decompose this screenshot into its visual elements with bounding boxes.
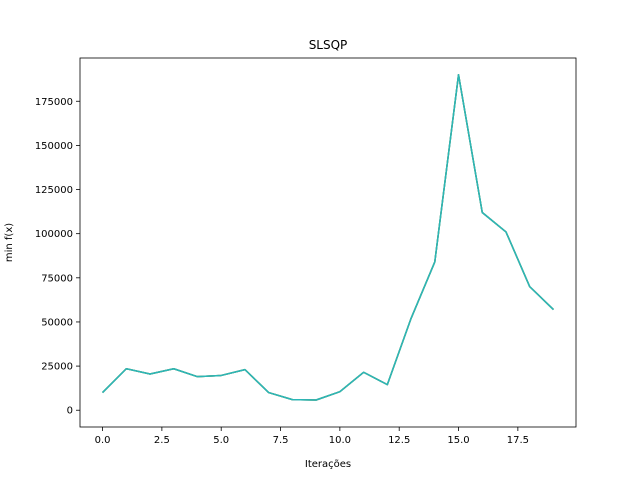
x-tick-label: 17.5 — [507, 435, 529, 446]
x-tick-label: 15.0 — [447, 435, 469, 446]
y-tick-label: 125000 — [35, 185, 73, 196]
series-line-2 — [102, 74, 554, 401]
y-tick-label: 150000 — [35, 141, 73, 152]
x-tick-label: 5.0 — [213, 435, 229, 446]
x-tick-label: 0.0 — [95, 435, 111, 446]
x-axis-title: Iterações — [305, 459, 351, 470]
y-tick-label: 25000 — [41, 362, 73, 373]
y-tick-label: 75000 — [41, 273, 73, 284]
y-tick-label: 175000 — [35, 97, 73, 108]
x-tick-label: 12.5 — [388, 435, 410, 446]
y-axis: 0 25000 50000 75000 100000 125000 150000 175000 — [35, 97, 80, 417]
chart-title: SLSQP — [309, 38, 348, 52]
series-line-1 — [102, 74, 554, 401]
y-axis-title: min f(x) — [4, 223, 15, 262]
series-line-3 — [102, 74, 554, 401]
y-tick-label: 0 — [67, 406, 73, 417]
x-tick-label: 10.0 — [329, 435, 351, 446]
y-tick-label: 100000 — [35, 229, 73, 240]
plot-frame — [79, 57, 577, 428]
x-tick-label: 2.5 — [154, 435, 170, 446]
x-tick-label: 7.5 — [273, 435, 289, 446]
x-axis: 0.0 2.5 5.0 7.5 10.0 12.5 15.0 17.5 — [95, 427, 529, 446]
series-line-4 — [102, 74, 554, 401]
plot-lines — [102, 74, 554, 401]
y-tick-label: 50000 — [41, 317, 73, 328]
